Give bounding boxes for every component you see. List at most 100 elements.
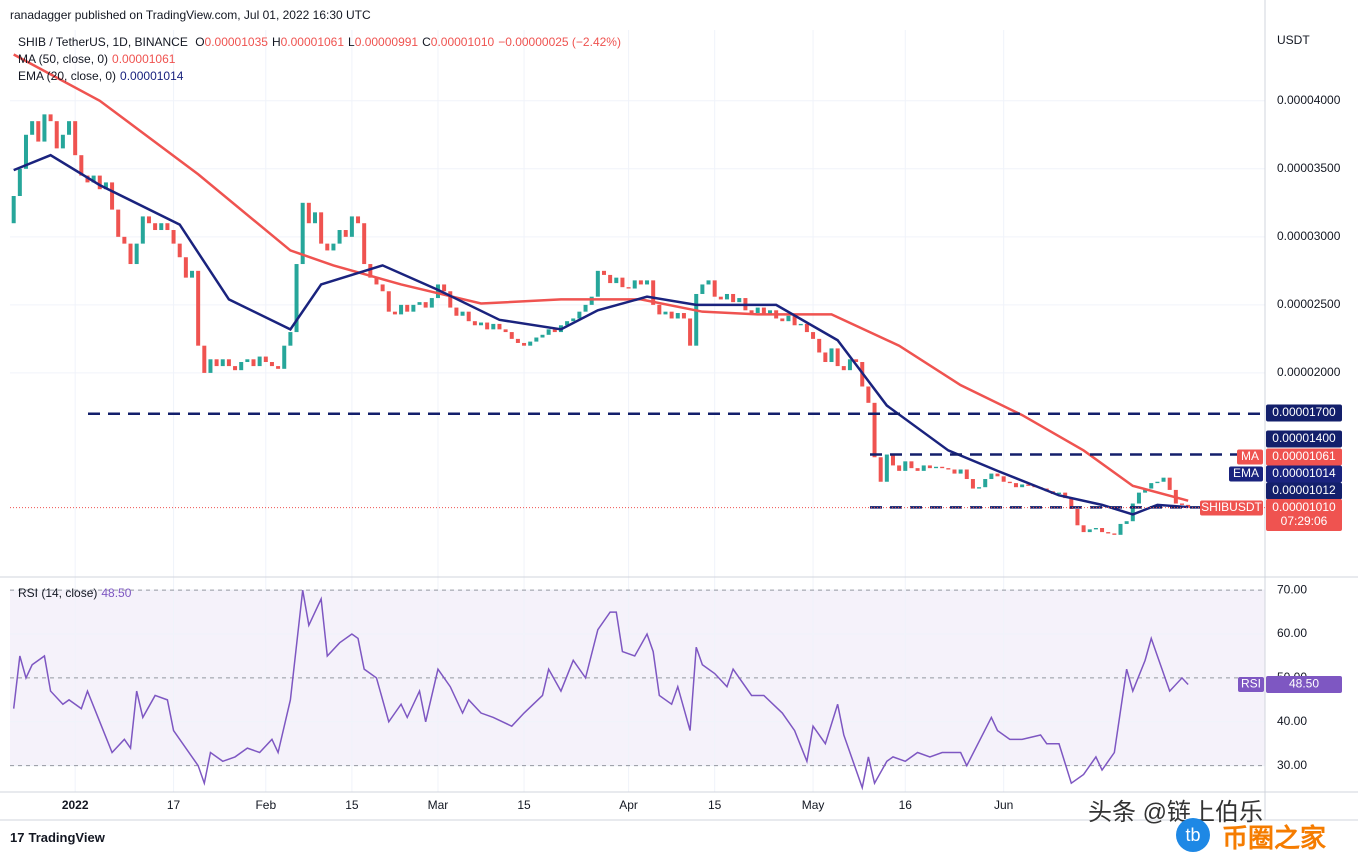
candle-body xyxy=(1081,525,1086,533)
candle-body xyxy=(995,473,1000,477)
symbol-title: SHIB / TetherUS, 1D, BINANCE xyxy=(18,35,188,49)
candle-body xyxy=(356,216,361,224)
last-symbol-tag-bg xyxy=(1200,500,1263,516)
y-tick-label: 0.00004000 xyxy=(1277,93,1341,107)
candle-body xyxy=(196,270,201,346)
candle-body xyxy=(374,277,379,285)
candle-body xyxy=(479,322,484,326)
candle-body xyxy=(934,466,939,469)
candle-body xyxy=(878,457,883,482)
candle-body xyxy=(786,315,791,322)
candle-body xyxy=(724,293,729,300)
series-tag-value: 0.00001061 xyxy=(1272,449,1336,463)
candle-body xyxy=(841,366,846,371)
candle-body xyxy=(380,284,385,292)
candle-body xyxy=(989,473,994,480)
candle-body xyxy=(940,466,945,469)
candle-body xyxy=(645,280,650,285)
brand-name: TradingView xyxy=(28,830,105,845)
candle-body xyxy=(718,296,723,300)
candle-body xyxy=(153,223,158,231)
candle-body xyxy=(23,134,28,169)
last-symbol-tag: SHIBUSDT xyxy=(1201,500,1262,514)
candle-body xyxy=(651,280,656,305)
x-tick-label: 15 xyxy=(517,798,531,812)
candle-body xyxy=(534,337,539,342)
candle-body xyxy=(872,402,877,458)
rsi-tag-value: 48.50 xyxy=(1289,677,1319,691)
series-tag-name: EMA xyxy=(1233,466,1259,480)
y-tick-label: 30.00 xyxy=(1277,758,1307,772)
candle-body xyxy=(312,212,317,224)
candle-body xyxy=(798,323,803,326)
candle-body xyxy=(964,469,969,480)
candle-body xyxy=(17,168,22,197)
candle-body xyxy=(386,291,391,312)
candle-body xyxy=(442,284,447,292)
candle-body xyxy=(952,469,957,474)
candle-body xyxy=(675,313,680,319)
candle-body xyxy=(768,310,773,315)
candle-body xyxy=(362,223,367,265)
y-tick-label: 0.00003500 xyxy=(1277,161,1341,175)
candle-body xyxy=(91,175,96,183)
candle-body xyxy=(589,296,594,305)
candle-body xyxy=(497,323,502,330)
candle-body xyxy=(202,345,207,373)
indicator-value: 0.00001061 xyxy=(112,52,176,66)
level-tag: 0.00001400 xyxy=(1272,431,1336,445)
candle-body xyxy=(11,196,16,224)
candle-body xyxy=(583,304,588,312)
candle-body xyxy=(571,318,576,322)
last-tag-bg xyxy=(1266,499,1342,531)
candle-body xyxy=(792,315,797,326)
candle-body xyxy=(890,454,895,466)
series-tag-value: 0.00001014 xyxy=(1272,466,1336,480)
candle-body xyxy=(485,322,490,330)
x-tick-label: May xyxy=(802,798,825,812)
candle-body xyxy=(1093,528,1098,530)
candle-body xyxy=(626,287,631,289)
ohlc-value: 0.00000991 xyxy=(354,35,419,49)
publisher: ranadagger published on TradingView.com,… xyxy=(10,8,371,22)
candle-body xyxy=(165,223,170,231)
candle-body xyxy=(122,236,127,244)
candle-body xyxy=(1124,521,1129,524)
ohlc-value: 0.00001035 xyxy=(204,35,268,49)
candle-body xyxy=(54,121,59,149)
candle-body xyxy=(276,366,281,369)
candle-body xyxy=(884,454,889,482)
candle-body xyxy=(1143,488,1148,493)
candle-body xyxy=(263,356,268,363)
candle-body xyxy=(970,479,975,489)
brand-icon: 17 xyxy=(10,830,25,845)
candle-body xyxy=(171,230,176,244)
candle-body xyxy=(110,182,115,210)
rsi-name: RSI (14, close) xyxy=(18,586,98,600)
x-tick-label: 15 xyxy=(345,798,359,812)
ohlc-label: L xyxy=(348,35,355,49)
candle-body xyxy=(927,465,932,469)
candle-body xyxy=(392,311,397,315)
candle-body xyxy=(632,280,637,289)
candle-body xyxy=(669,311,674,319)
candle-body xyxy=(915,468,920,471)
level-tag: 0.00001700 xyxy=(1272,405,1336,419)
candle-body xyxy=(116,209,121,237)
candle-body xyxy=(1149,483,1154,489)
candle-body xyxy=(749,310,754,314)
candle-body xyxy=(337,230,342,244)
candle-body xyxy=(1026,484,1031,486)
candle-body xyxy=(331,243,336,251)
candle-body xyxy=(343,230,348,237)
candle-body xyxy=(1063,492,1068,499)
series-tag-name: MA xyxy=(1241,449,1259,463)
candle-body xyxy=(1057,492,1062,494)
candle-body xyxy=(731,293,736,303)
y-tick-label: 0.00002000 xyxy=(1277,365,1341,379)
candle-body xyxy=(233,366,238,371)
candle-body xyxy=(1075,508,1080,526)
candle-body xyxy=(515,338,520,343)
y-tick-label: 70.00 xyxy=(1277,582,1307,596)
candle-body xyxy=(601,270,606,275)
